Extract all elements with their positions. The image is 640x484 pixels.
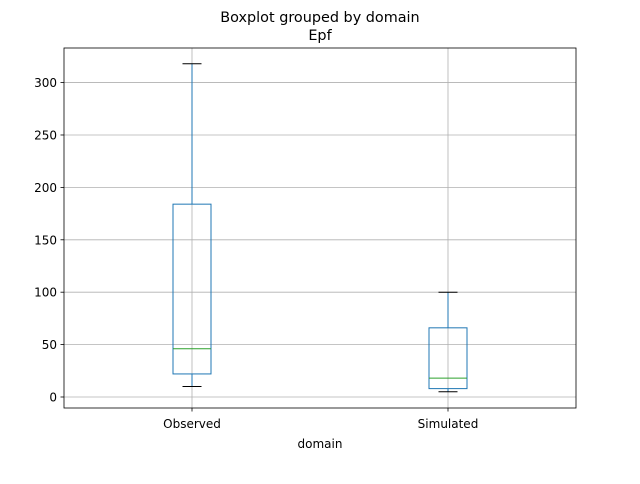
x-tick-label: Observed [163, 417, 221, 431]
y-tick-label: 100 [34, 286, 57, 300]
y-tick-label: 150 [34, 233, 57, 247]
box-simulated [428, 291, 468, 393]
x-tick-label: Simulated [418, 417, 479, 431]
iqr-box [428, 327, 468, 390]
iqr-box [172, 203, 212, 375]
boxes [172, 63, 468, 393]
y-axis: 0 50 100 150 200 250 300 [34, 76, 64, 404]
y-tick-label: 0 [49, 390, 57, 404]
plot-frame [63, 47, 577, 409]
chart-subtitle: Epf [308, 28, 332, 44]
y-tick-label: 50 [42, 338, 57, 352]
y-tick-label: 300 [34, 76, 57, 90]
y-tick-label: 250 [34, 128, 57, 142]
x-axis: Observed Simulated [163, 408, 478, 431]
y-tick-label: 200 [34, 181, 57, 195]
x-axis-label: domain [298, 437, 343, 451]
chart-title: Boxplot grouped by domain [220, 10, 419, 26]
grid-lines [64, 48, 576, 408]
box-observed [172, 63, 212, 388]
